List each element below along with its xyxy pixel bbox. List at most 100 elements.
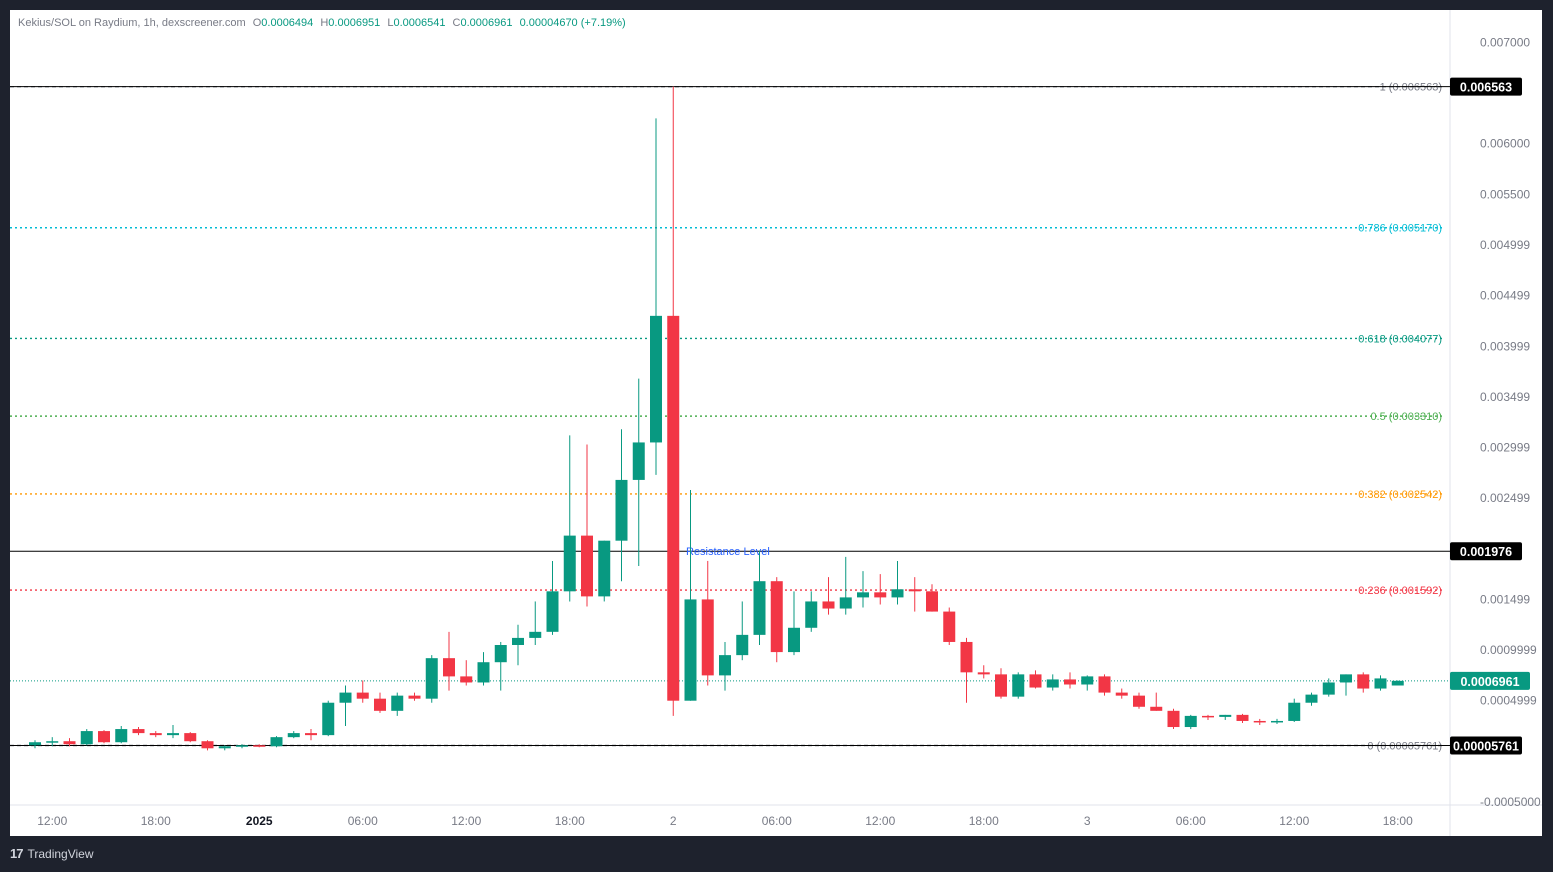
candle-body[interactable] bbox=[115, 729, 128, 743]
candle-body[interactable] bbox=[218, 746, 231, 749]
candle-body[interactable] bbox=[443, 658, 455, 677]
candle-body[interactable] bbox=[926, 591, 938, 612]
x-tick-label: 18:00 bbox=[555, 814, 585, 828]
candle-body[interactable] bbox=[891, 589, 904, 598]
candle-body[interactable] bbox=[650, 315, 662, 443]
candle-body[interactable] bbox=[632, 442, 645, 480]
candle-body[interactable] bbox=[995, 674, 1007, 697]
candle-body[interactable] bbox=[287, 733, 300, 738]
candle-body[interactable] bbox=[339, 692, 352, 703]
candle-body[interactable] bbox=[1322, 682, 1335, 695]
candle-body[interactable] bbox=[1202, 715, 1214, 718]
candle-body[interactable] bbox=[512, 637, 524, 645]
candle-body[interactable] bbox=[960, 641, 973, 673]
chart-canvas[interactable]: 0.007000 0.006000 0.005500 0.004999 0.004499… bbox=[10, 10, 1542, 836]
candle-body[interactable] bbox=[322, 702, 335, 736]
candle-body[interactable] bbox=[167, 733, 179, 736]
candle-body[interactable] bbox=[305, 733, 317, 736]
candle-body[interactable] bbox=[1357, 674, 1370, 689]
candle-body[interactable] bbox=[529, 631, 542, 638]
candle-body[interactable] bbox=[149, 733, 162, 736]
candle-body[interactable] bbox=[1236, 714, 1249, 721]
tradingview-logo-icon: 17 bbox=[10, 846, 24, 861]
candle-body[interactable] bbox=[46, 741, 59, 743]
x-tick-label: 18:00 bbox=[969, 814, 999, 828]
candle-body[interactable] bbox=[201, 741, 214, 749]
candle-body[interactable] bbox=[753, 581, 766, 635]
candle-body[interactable] bbox=[1271, 720, 1283, 723]
candle-body[interactable] bbox=[770, 581, 783, 653]
candle-body[interactable] bbox=[408, 695, 421, 699]
ohlc-legend: Kekius/SOL on Raydium, 1h, dexscreener.c… bbox=[18, 17, 626, 29]
x-tick-label: 12:00 bbox=[37, 814, 67, 828]
candle-body[interactable] bbox=[1340, 674, 1352, 683]
y-tick-label: 0.001499 bbox=[1480, 593, 1530, 607]
candle-body[interactable] bbox=[1219, 714, 1232, 717]
last-price-badge: 0.0006961 bbox=[1460, 675, 1519, 689]
candle-body[interactable] bbox=[132, 729, 145, 734]
candle-body[interactable] bbox=[1150, 706, 1163, 711]
resistance-level-label: Resistance Level bbox=[686, 546, 770, 558]
candle-body[interactable] bbox=[684, 599, 697, 701]
candle-body[interactable] bbox=[581, 535, 593, 597]
candle-body[interactable] bbox=[1253, 720, 1266, 723]
chart-frame[interactable]: 0.007000 0.006000 0.005500 0.004999 0.004499… bbox=[10, 10, 1542, 836]
y-tick-label: 0.005500 bbox=[1480, 187, 1530, 201]
candle-body[interactable] bbox=[1064, 679, 1076, 685]
legend-close: 0.0006961 bbox=[460, 17, 513, 29]
candle-body[interactable] bbox=[494, 644, 507, 663]
candle-body[interactable] bbox=[270, 737, 283, 747]
candle-body[interactable] bbox=[788, 627, 800, 653]
candle-body[interactable] bbox=[546, 591, 559, 632]
candle-body[interactable] bbox=[615, 479, 628, 541]
candle-body[interactable] bbox=[943, 611, 956, 642]
candle-body[interactable] bbox=[1305, 694, 1318, 703]
candle-body[interactable] bbox=[1046, 679, 1059, 688]
last-price-badge-bg bbox=[1450, 671, 1530, 690]
candle-body[interactable] bbox=[874, 592, 887, 598]
candle-body[interactable] bbox=[719, 655, 731, 676]
y-tick-label: 0.002499 bbox=[1480, 491, 1530, 505]
candle-body[interactable] bbox=[598, 540, 611, 597]
candle-body[interactable] bbox=[822, 601, 835, 609]
candle-body[interactable] bbox=[563, 535, 576, 592]
candle-body[interactable] bbox=[908, 589, 921, 592]
candle-body[interactable] bbox=[1081, 676, 1094, 685]
candle-body[interactable] bbox=[253, 745, 266, 747]
candle-body[interactable] bbox=[701, 599, 714, 676]
candle-body[interactable] bbox=[425, 658, 438, 699]
candle-body[interactable] bbox=[98, 731, 110, 743]
candle-body[interactable] bbox=[1374, 678, 1387, 689]
candle-body[interactable] bbox=[1012, 674, 1025, 697]
candle-body[interactable] bbox=[80, 731, 93, 745]
fib-level-label: 0.618 (0.004077) bbox=[1358, 333, 1442, 345]
candle-body[interactable] bbox=[63, 741, 76, 745]
legend-high-label: H bbox=[320, 17, 329, 29]
candle-body[interactable] bbox=[356, 692, 369, 699]
candle-body[interactable] bbox=[1029, 674, 1042, 688]
candle-body[interactable] bbox=[477, 662, 490, 683]
candle-body[interactable] bbox=[29, 742, 41, 746]
candle-body[interactable] bbox=[1288, 702, 1301, 721]
candle-body[interactable] bbox=[374, 698, 386, 711]
price-badge: 0.00005761 bbox=[1453, 740, 1519, 754]
candle-body[interactable] bbox=[391, 695, 404, 711]
candle-body[interactable] bbox=[667, 315, 680, 701]
candle-body[interactable] bbox=[184, 733, 197, 742]
x-tick-label: 18:00 bbox=[141, 814, 171, 828]
candle-body[interactable] bbox=[857, 592, 869, 598]
candle-body[interactable] bbox=[460, 676, 473, 683]
candle-body[interactable] bbox=[977, 672, 990, 675]
candle-body[interactable] bbox=[1115, 692, 1128, 696]
tradingview-footer[interactable]: 17 TradingView bbox=[10, 846, 94, 861]
candle-body[interactable] bbox=[1167, 710, 1180, 728]
candle-body[interactable] bbox=[736, 634, 749, 656]
candle-body[interactable] bbox=[1184, 715, 1197, 728]
candle-body[interactable] bbox=[1098, 676, 1111, 693]
candle-body[interactable] bbox=[805, 601, 818, 628]
candle-body[interactable] bbox=[1133, 695, 1145, 707]
candle-body[interactable] bbox=[236, 745, 248, 747]
candle-body[interactable] bbox=[839, 597, 852, 609]
price-badge-bg bbox=[1450, 736, 1522, 755]
candle-body[interactable] bbox=[1391, 680, 1404, 686]
